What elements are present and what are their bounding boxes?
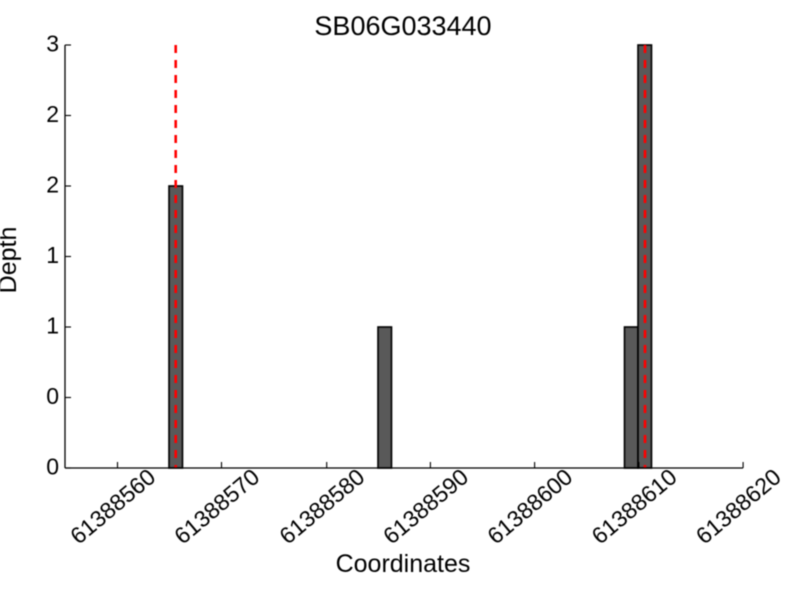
svg-text:SB06G033440: SB06G033440 — [314, 11, 491, 41]
svg-text:2: 2 — [46, 171, 59, 197]
svg-text:Depth: Depth — [0, 227, 22, 294]
svg-text:1: 1 — [46, 312, 59, 338]
svg-text:Coordinates: Coordinates — [336, 550, 471, 578]
svg-text:0: 0 — [46, 453, 59, 479]
svg-text:3: 3 — [46, 30, 59, 56]
svg-text:1: 1 — [46, 242, 59, 268]
svg-text:0: 0 — [46, 383, 59, 409]
svg-text:2: 2 — [46, 101, 59, 127]
